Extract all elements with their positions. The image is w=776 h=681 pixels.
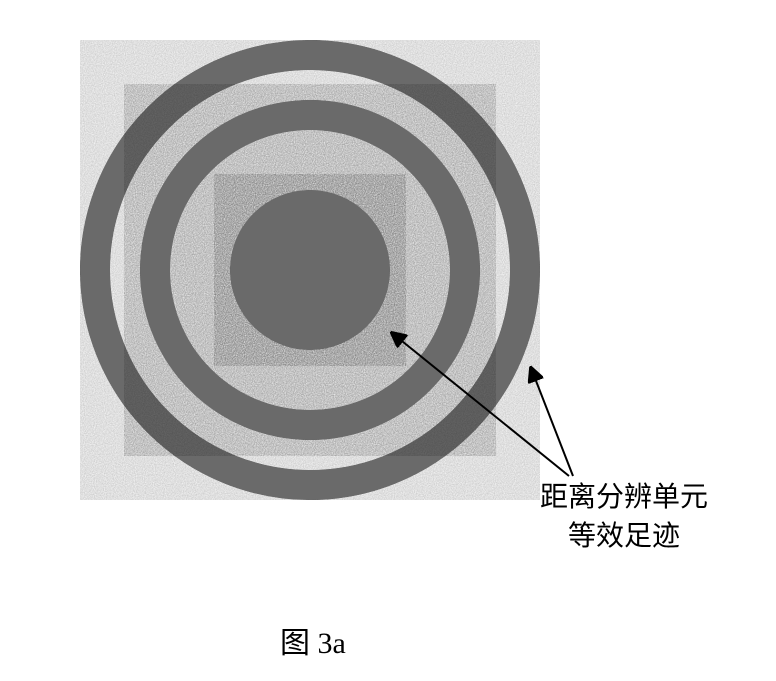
diagram-container: 距离分辨单元 等效足迹 图 3a [0, 0, 776, 681]
label-line1: 距离分辨单元 [540, 478, 708, 517]
concentric-rings [80, 40, 540, 500]
label-line2: 等效足迹 [568, 517, 708, 556]
rings-svg [80, 40, 540, 500]
figure-caption: 图 3a [280, 618, 346, 662]
inner-disc [230, 190, 390, 350]
annotation-label: 距离分辨单元 等效足迹 [540, 478, 708, 556]
